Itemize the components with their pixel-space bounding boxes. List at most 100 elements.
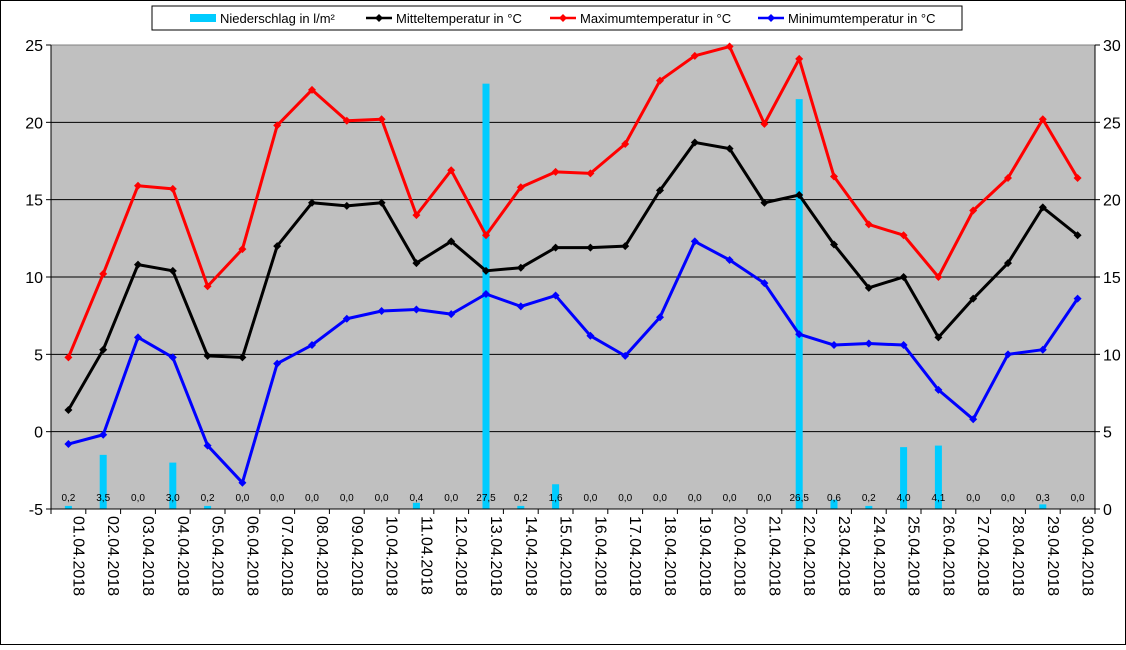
series-point [934, 273, 943, 281]
series-point [586, 169, 595, 178]
series-point [1004, 174, 1012, 183]
series-point [551, 291, 560, 300]
precipitation-value-label: 27,5 [476, 493, 496, 504]
series-point [377, 198, 386, 207]
x-tick-label: 18.04.2018 [661, 516, 678, 596]
precipitation-bar [934, 445, 942, 509]
x-tick-label: 07.04.2018 [278, 516, 295, 596]
series-point [482, 290, 490, 299]
series-point [482, 231, 490, 240]
precipitation-value-label: 0,4 [409, 493, 423, 504]
precipitation-bar [169, 462, 177, 509]
legend-label: Minimumtemperatur in °C [788, 11, 936, 26]
series-point [412, 305, 421, 314]
x-tick-label: 12.04.2018 [452, 516, 469, 596]
series-point [795, 191, 804, 200]
legend-swatch-precipitation [190, 14, 216, 22]
series-point [1004, 350, 1012, 359]
x-tick-label: 09.04.2018 [348, 516, 365, 596]
series-point [64, 440, 73, 449]
series-point [830, 240, 838, 249]
precipitation-bar [517, 505, 525, 509]
series-point [447, 237, 456, 246]
series-point [621, 351, 630, 360]
x-tick-label: 23.04.2018 [835, 516, 852, 596]
series-point [308, 198, 316, 207]
data-labels: 0,2 3,5 0,0 3,0 0,2 0,0 0,0 0,0 0,0 0,0 0,4 0,0 27,5… [61, 493, 1085, 504]
x-tick-label: 08.04.2018 [313, 516, 330, 596]
series-point [725, 255, 734, 264]
series-point [830, 341, 838, 350]
series-point [795, 54, 804, 63]
precipitation-value-label: 0,0 [653, 493, 667, 504]
series-point [864, 283, 873, 292]
series-point [516, 263, 525, 272]
precipitation-bar [64, 505, 72, 509]
series-point [1038, 345, 1047, 354]
precipitation-value-label: 0,3 [1036, 493, 1050, 504]
series-point [203, 441, 212, 450]
series-point [1073, 231, 1082, 240]
series-point [447, 310, 456, 319]
series-point [412, 259, 421, 268]
series-point [1038, 115, 1047, 124]
legend-label: Maximumtemperatur in °C [580, 11, 731, 26]
right-tick-label: 15 [1103, 270, 1121, 287]
x-tick-label: 25.04.2018 [905, 516, 922, 596]
series-point [134, 181, 142, 190]
series-point [621, 242, 630, 251]
right-tick-label: 0 [1103, 502, 1112, 519]
legend-swatch-marker [375, 14, 383, 22]
precipitation-value-label: 3,0 [166, 493, 180, 504]
x-tick-label: 13.04.2018 [487, 516, 504, 596]
x-tick-label: 02.04.2018 [104, 516, 121, 596]
series-point [656, 76, 664, 85]
right-tick-label: 20 [1103, 193, 1121, 210]
legend-swatch-marker [767, 14, 775, 22]
series-point [273, 121, 282, 130]
series-line [67, 140, 1079, 411]
series-point [690, 51, 699, 60]
legend-label: Mitteltemperatur in °C [396, 11, 522, 26]
series-point [969, 294, 978, 303]
precipitation-value-label: 0,2 [514, 493, 528, 504]
series-point [516, 302, 525, 311]
series-point [377, 115, 386, 124]
series-point [168, 184, 177, 193]
axes: -5 0 5 10 15 20 25 0 5 10 15 20 25 30 01.04.2018 02.04.… [25, 38, 1121, 596]
series-point [586, 243, 595, 252]
series-point [447, 166, 456, 175]
series-line [68, 239, 1079, 485]
temperature-points [64, 42, 1082, 487]
series-point [342, 201, 351, 210]
precipitation-bar [412, 502, 420, 509]
series-point [168, 266, 177, 275]
precipitation-value-label: 26,5 [789, 493, 809, 504]
x-tick-label: 11.04.2018 [417, 516, 434, 595]
x-tick-label: 28.04.2018 [1009, 516, 1026, 596]
series-point [551, 167, 560, 176]
series-point [725, 144, 734, 153]
precipitation-value-label: 3,5 [96, 493, 110, 504]
x-tick-label: 14.04.2018 [522, 516, 539, 596]
x-tick-label: 04.04.2018 [174, 516, 191, 596]
precipitation-value-label: 0,0 [1001, 493, 1015, 504]
precipitation-value-label: 0,0 [270, 493, 284, 504]
series-point [1038, 203, 1047, 212]
series-point [64, 406, 73, 415]
series-point [551, 243, 560, 252]
x-tick-label: 17.04.2018 [626, 516, 643, 596]
left-tick-label: 0 [34, 425, 43, 442]
series-point [134, 333, 142, 342]
precipitation-value-label: 0,0 [618, 493, 632, 504]
series-point [134, 260, 142, 269]
precipitation-value-label: 0,2 [862, 493, 876, 504]
x-tick-label: 21.04.2018 [765, 516, 782, 596]
series-point [168, 353, 177, 362]
x-tick-label: 06.04.2018 [243, 516, 260, 596]
series-point [1073, 294, 1082, 303]
series-point [899, 231, 908, 240]
series-point [864, 220, 873, 229]
series-point [342, 116, 351, 125]
temperature-lines [67, 45, 1079, 485]
